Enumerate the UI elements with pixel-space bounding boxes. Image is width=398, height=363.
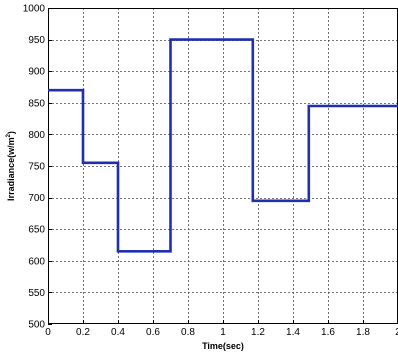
x-tick-label: 1.8 — [356, 327, 370, 338]
y-axis-label: Irradiance(w/m2) — [6, 131, 16, 201]
y-axis-label-base: Irradiance(w/m — [6, 137, 16, 201]
y-axis-ticks: 500 550 600 650 700 750 800 850 900 950 1000 — [23, 4, 52, 331]
series-line-irradiance — [48, 38, 398, 253]
x-tick-label: 1.2 — [251, 327, 265, 338]
x-tick-label: 0.2 — [76, 327, 90, 338]
y-tick-label: 700 — [28, 193, 45, 204]
series-layer — [48, 38, 398, 253]
y-tick-label: 850 — [28, 98, 45, 109]
y-tick-label: 600 — [28, 256, 45, 267]
x-tick-label: 0.4 — [111, 327, 125, 338]
x-tick-label: 1.4 — [286, 327, 300, 338]
x-tick-label: 1.6 — [321, 327, 335, 338]
y-axis-label-close: ) — [6, 131, 16, 134]
y-tick-label: 750 — [28, 162, 45, 173]
x-tick-label: 0.8 — [181, 327, 195, 338]
x-tick-label: 1 — [220, 327, 226, 338]
grid-lines — [48, 8, 398, 324]
y-tick-label: 900 — [28, 67, 45, 78]
x-tick-label: 0.6 — [146, 327, 160, 338]
x-axis-label: Time(sec) — [202, 341, 244, 351]
y-tick-label: 800 — [28, 130, 45, 141]
y-tick-label: 500 — [28, 320, 45, 331]
y-axis-label-superscript: 2 — [6, 133, 12, 137]
y-tick-label: 1000 — [23, 4, 46, 15]
x-tick-label: 0 — [45, 327, 51, 338]
plot-frame — [48, 8, 398, 324]
x-axis-ticks: 0 0.2 0.4 0.6 0.8 1 1.2 1.4 1.6 1.8 2 — [45, 320, 398, 338]
y-tick-label: 650 — [28, 225, 45, 236]
y-tick-label: 550 — [28, 288, 45, 299]
y-tick-label: 950 — [28, 35, 45, 46]
x-tick-label: 2 — [395, 327, 398, 338]
